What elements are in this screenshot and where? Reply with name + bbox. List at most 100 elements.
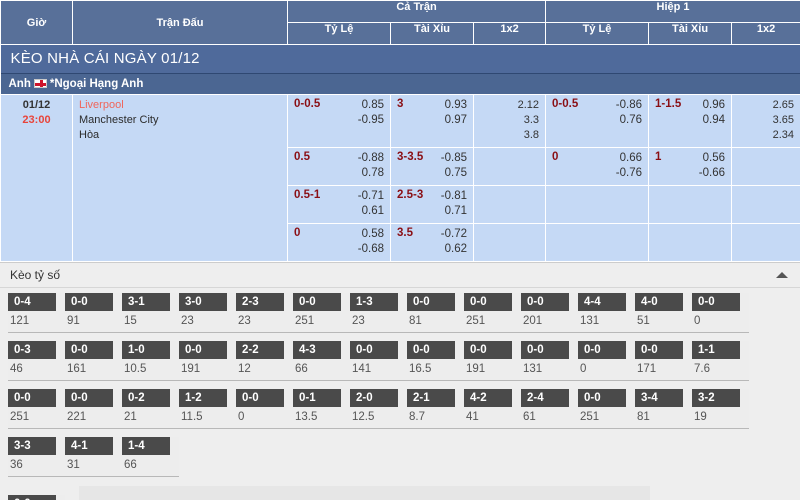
hdp-ft-1-line: 0-0.5 <box>294 98 321 110</box>
col-header-1x2-h1: 1x2 <box>731 22 800 45</box>
col-header-overunder-h1: Tài Xỉu <box>648 22 733 45</box>
score-tile[interactable]: 0-0 91 <box>65 293 122 333</box>
cell-overunder-h1-1[interactable]: 0.96 0.94 1-1.5 <box>648 94 733 148</box>
score-tile[interactable]: 2-4 61 <box>521 389 578 429</box>
cell-overunder-h1-2[interactable]: 0.56 -0.66 1 <box>648 147 733 186</box>
score-tile[interactable]: 0-0 0 <box>578 341 635 381</box>
cell-overunder-ft-2[interactable]: -0.85 0.75 3-3.5 <box>390 147 474 186</box>
cell-handicap-ft-4[interactable]: 0.58 -0.68 0 <box>287 223 391 262</box>
score-tile[interactable]: 0-3 46 <box>8 341 65 381</box>
score-tile[interactable]: 3-4 81 <box>635 389 692 429</box>
cell-overunder-ft-3[interactable]: -0.81 0.71 2.5-3 <box>390 185 474 224</box>
score-tile-score: 4-0 <box>635 293 683 311</box>
match-clock: 23:00 <box>22 114 51 126</box>
score-tile[interactable]: 4-2 41 <box>464 389 521 429</box>
score-tile[interactable]: 2-0 12.5 <box>350 389 407 429</box>
score-tile-odd: 51 <box>637 315 650 327</box>
col-header-1x2-ft: 1x2 <box>472 22 547 45</box>
ou-ft-3-v1: -0.81 <box>440 190 467 202</box>
odds-table-body: KÈO NHÀ CÁI NGÀY 01/12 Anh *Ngoại Hạng An… <box>0 44 800 262</box>
cell-1x2-ft-empty-2 <box>472 147 547 186</box>
score-tile[interactable]: 4-3 66 <box>293 341 350 381</box>
score-tile[interactable]: 0-0 16.5 <box>407 341 464 381</box>
score-tile[interactable]: 0-1 13.5 <box>293 389 350 429</box>
score-tile-odd: 15 <box>124 315 137 327</box>
ou-h1-2-line: 1 <box>655 151 662 163</box>
score-tile[interactable]: 3-0 23 <box>179 293 236 333</box>
score-tile[interactable]: 1-1 7.6 <box>692 341 749 381</box>
score-tile[interactable]: 0-0 201 <box>521 293 578 333</box>
score-tile[interactable]: 4-0 51 <box>635 293 692 333</box>
score-tile[interactable]: 0-0 221 <box>65 389 122 429</box>
league-row[interactable]: Anh *Ngoại Hạng Anh <box>0 73 800 95</box>
cell-handicap-ft-1[interactable]: 0.85 -0.95 0-0.5 <box>287 94 391 148</box>
ou-ft-3-v2: 0.71 <box>444 205 467 217</box>
score-tile-score: 0-0 <box>464 293 512 311</box>
score-tile-score: 0-0 <box>407 341 455 359</box>
col-header-handicap-h1: Tỷ Lệ <box>545 22 650 45</box>
score-tile[interactable]: 3-1 15 <box>122 293 179 333</box>
cell-overunder-ft-1[interactable]: 0.93 0.97 3 <box>390 94 474 148</box>
score-tile[interactable]: 0-2 21 <box>122 389 179 429</box>
score-tile-score: 1-3 <box>350 293 398 311</box>
score-tile-score: 3-4 <box>635 389 683 407</box>
score-tile[interactable]: 0-0 81 <box>407 293 464 333</box>
cell-handicap-ft-2[interactable]: -0.88 0.78 0.5 <box>287 147 391 186</box>
score-tile-last[interactable]: 0-0 0 <box>8 494 65 500</box>
score-tile[interactable]: 4-1 31 <box>65 437 122 477</box>
score-tile-odd: 161 <box>67 363 87 375</box>
score-tile[interactable]: 1-4 66 <box>122 437 179 477</box>
score-tile-odd: 8.7 <box>409 411 425 423</box>
score-tile-odd: 251 <box>580 411 600 423</box>
score-tile[interactable]: 1-0 10.5 <box>122 341 179 381</box>
score-tile[interactable]: 0-0 0 <box>692 293 749 333</box>
cell-overunder-h1-4 <box>648 223 733 262</box>
x2-h1-home: 2.65 <box>772 99 795 111</box>
score-tile[interactable]: 0-0 161 <box>65 341 122 381</box>
score-tile[interactable]: 2-1 8.7 <box>407 389 464 429</box>
cell-1x2-ft-empty-3 <box>472 185 547 224</box>
score-tile[interactable]: 0-0 0 <box>236 389 293 429</box>
cell-overunder-ft-4[interactable]: -0.72 0.62 3.5 <box>390 223 474 262</box>
score-tile[interactable]: 0-0 251 <box>578 389 635 429</box>
x2-h1-draw: 3.65 <box>772 114 795 126</box>
ou-ft-4-line: 3.5 <box>397 227 413 239</box>
match-date: 01/12 <box>22 99 51 111</box>
score-tile[interactable]: 2-3 23 <box>236 293 293 333</box>
team-draw[interactable]: Hòa <box>79 129 100 141</box>
page-title-row: KÈO NHÀ CÁI NGÀY 01/12 <box>0 44 800 74</box>
score-tile[interactable]: 0-0 191 <box>179 341 236 381</box>
score-tile[interactable]: 0-0 131 <box>521 341 578 381</box>
score-tile[interactable]: 2-2 12 <box>236 341 293 381</box>
score-tile[interactable]: 1-3 23 <box>350 293 407 333</box>
score-tile[interactable]: 0-0 191 <box>464 341 521 381</box>
score-tile[interactable]: 0-0 141 <box>350 341 407 381</box>
hdp-ft-3-line: 0.5-1 <box>294 189 321 201</box>
score-tile-odd: 46 <box>10 363 23 375</box>
cell-1x2-h1-empty-4 <box>731 223 800 262</box>
team-home[interactable]: Liverpool <box>79 99 124 111</box>
score-tile[interactable]: 0-0 171 <box>635 341 692 381</box>
score-tile[interactable]: 0-4 121 <box>8 293 65 333</box>
score-tile-odd: 221 <box>67 411 87 423</box>
cell-handicap-ft-3[interactable]: -0.71 0.61 0.5-1 <box>287 185 391 224</box>
cell-1x2-h1[interactable]: 2.65 3.65 2.34 <box>731 94 800 148</box>
score-tile[interactable]: 0-0 251 <box>293 293 350 333</box>
score-tile[interactable]: 0-0 251 <box>8 389 65 429</box>
cell-handicap-h1-2[interactable]: 0.66 -0.76 0 <box>545 147 650 186</box>
cell-1x2-ft[interactable]: 2.12 3.3 3.8 <box>472 94 547 148</box>
score-tile[interactable]: 4-4 131 <box>578 293 635 333</box>
score-tile-score: 2-2 <box>236 341 284 359</box>
triangle-up-icon[interactable] <box>776 272 788 278</box>
cell-handicap-h1-1[interactable]: -0.86 0.76 0-0.5 <box>545 94 650 148</box>
score-tile-odd: 61 <box>523 411 536 423</box>
team-away[interactable]: Manchester City <box>79 114 159 126</box>
score-tile-score: 0-0 <box>293 293 341 311</box>
score-tile[interactable]: 3-2 19 <box>692 389 749 429</box>
score-tile-score: 1-1 <box>692 341 740 359</box>
score-tile[interactable]: 3-3 36 <box>8 437 65 477</box>
score-tile[interactable]: 0-0 251 <box>464 293 521 333</box>
score-tile[interactable]: 1-2 11.5 <box>179 389 236 429</box>
match-time-cell: 01/12 23:00 <box>0 94 73 262</box>
ou-ft-2-line: 3-3.5 <box>397 151 424 163</box>
